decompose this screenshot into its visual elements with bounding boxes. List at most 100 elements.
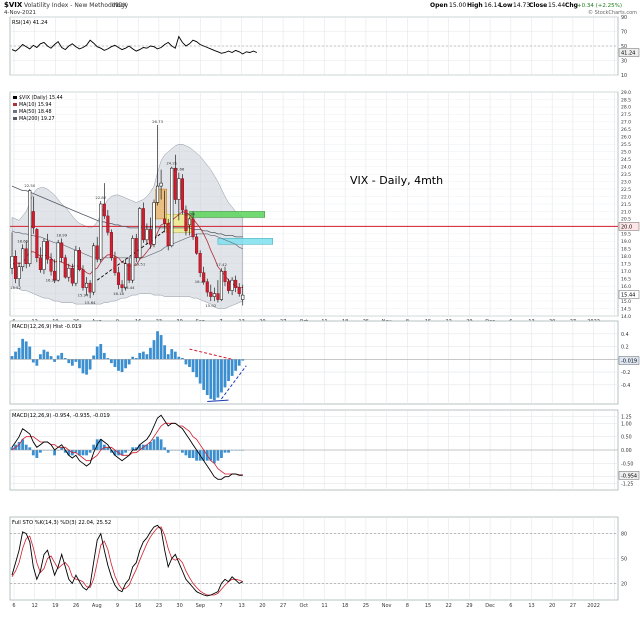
red-divergence-line [189,348,233,360]
hist-bar [198,359,202,384]
data-label: 15.64 [85,300,96,305]
trend-line [96,230,165,281]
x-tick-label: Aug [92,603,102,609]
candles [10,124,245,306]
y-tick-label: 23.5 [621,172,631,178]
hist-bar [24,444,28,450]
candle-body [170,167,174,247]
hist-bar [81,450,85,456]
hist-bar [14,351,17,360]
hist-bar [181,450,184,453]
candle-body [202,272,206,282]
candle-body [195,236,199,254]
blue-base-line [207,399,229,402]
data-label: 16.18 [113,291,124,296]
y-tick-label: 28.5 [621,97,631,103]
data-label: 24.21 [166,161,177,166]
hist-bar [106,358,110,360]
data-label: 23.66 [173,167,184,172]
hist-bar [241,359,245,361]
legend-swatch [13,110,17,113]
hist-bar [195,359,198,378]
price-last-tag: 15.44 [618,290,640,299]
candle [120,280,124,293]
y-tick-label: 19.5 [621,232,631,238]
last-value-text: 41.24 [621,51,635,57]
last-value-text: -0.954 [621,473,637,479]
candle [141,202,145,243]
hist-bar [159,439,163,450]
hist-bar [141,351,145,360]
candle-body [49,259,53,272]
candle [28,189,32,267]
candle-body [53,270,57,281]
hist-bar [241,450,245,451]
hist-bar [223,450,227,453]
open-value: 15.00 [449,2,466,9]
candle [230,277,234,296]
candle [60,238,64,263]
x-tick-label: 26 [73,603,79,609]
hist-bar [21,338,25,360]
macd-y-axis: -1.25-1.00-0.500.000.501.001.25 [10,415,633,487]
hist-bar [212,359,216,401]
y-tick-label: 24.5 [621,157,631,163]
candle [56,239,60,282]
hist-bar [53,450,56,456]
green-zone [189,211,265,218]
x-tick-label: 29 [466,603,472,609]
hist-bar [227,359,230,382]
y-tick-label: -0.2 [621,370,630,376]
hist-bar [95,346,99,360]
hist-bar [99,343,103,360]
candle-body [120,284,124,288]
y-tick-label: 24.0 [621,164,631,170]
candle [138,206,142,260]
y-tick-label: 22.0 [621,194,631,200]
hist-bar [156,436,159,450]
candle-body [56,242,60,281]
y-tick-label: 14.5 [621,306,631,312]
candle [45,233,50,264]
y-tick-label: 10 [621,73,627,79]
hist-bar [230,359,234,376]
candle-body [173,167,177,200]
candle [212,287,216,302]
candle-body [60,242,64,259]
candle-body [234,279,238,288]
hist-bar [191,450,195,458]
hist-bar [170,349,174,360]
candle-body [99,203,103,260]
data-label: 16.52 [10,285,21,290]
last-value-text: -0.019 [621,359,637,365]
hist-bar [60,352,64,360]
hist-bar [138,352,142,360]
y-tick-label: 1.25 [621,415,632,421]
candle-body [191,218,195,238]
hist-bar [124,359,127,369]
y-tick-label: 27.5 [621,112,631,118]
hist-bar [127,359,131,365]
hist-bar [113,450,117,456]
candle-body [70,267,74,284]
close-label: Close [529,2,547,9]
x-tick-label: 20 [549,603,555,609]
x-tick-label: Sep [196,603,205,609]
y-tick-label: 20 [621,581,627,587]
candle [163,190,167,233]
y-tick-label: 25.0 [621,150,631,156]
y-tick-label: 18.0 [621,254,631,260]
candle-body [113,257,117,273]
data-label: 22.82 [95,195,106,200]
candle [10,232,14,275]
hist-bar [134,358,138,360]
hist-bar [53,359,56,362]
data-label: 18.66 [17,238,28,243]
candle-body [10,256,14,269]
candle-body [148,229,152,245]
y-tick-label: 16.0 [621,284,631,290]
candle-body [177,178,181,200]
candle-body [106,215,110,233]
candle [187,217,192,236]
